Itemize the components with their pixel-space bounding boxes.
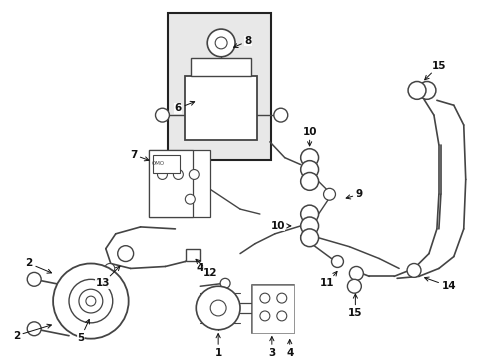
Circle shape [155, 108, 169, 122]
Circle shape [407, 81, 425, 99]
Text: 15: 15 [347, 294, 362, 318]
Circle shape [207, 29, 235, 57]
Text: 7: 7 [130, 150, 148, 161]
Circle shape [69, 279, 113, 323]
Circle shape [196, 286, 240, 330]
Circle shape [118, 246, 133, 261]
Text: 3: 3 [268, 337, 275, 357]
Bar [186, 249, 200, 261]
Circle shape [104, 264, 115, 273]
Circle shape [276, 311, 286, 321]
Text: 14: 14 [424, 277, 455, 291]
Text: 4: 4 [285, 339, 293, 357]
Circle shape [189, 170, 199, 179]
Text: 4: 4 [196, 264, 210, 276]
Text: 2: 2 [13, 324, 51, 341]
Text: 10: 10 [270, 221, 290, 231]
Circle shape [220, 278, 230, 288]
Circle shape [300, 172, 318, 190]
Bar [191, 58, 250, 76]
Bar [251, 285, 293, 333]
Circle shape [53, 264, 128, 339]
Circle shape [300, 217, 318, 235]
Circle shape [417, 81, 435, 99]
Circle shape [86, 296, 96, 306]
Text: 8: 8 [233, 36, 251, 48]
Circle shape [157, 170, 167, 179]
Circle shape [79, 289, 102, 313]
Circle shape [323, 188, 335, 200]
Text: 12: 12 [196, 259, 217, 278]
Circle shape [27, 322, 41, 336]
Text: 1: 1 [214, 334, 222, 357]
Circle shape [349, 266, 363, 280]
Circle shape [215, 37, 226, 49]
Circle shape [300, 161, 318, 179]
Circle shape [210, 300, 225, 316]
Bar [251, 285, 293, 333]
Circle shape [276, 293, 286, 303]
Text: 15: 15 [424, 61, 445, 80]
Circle shape [185, 194, 195, 204]
Circle shape [173, 170, 183, 179]
Circle shape [260, 311, 269, 321]
Circle shape [260, 293, 269, 303]
Circle shape [253, 309, 262, 317]
Text: 5: 5 [77, 319, 89, 343]
Text: OMO: OMO [152, 161, 165, 166]
Circle shape [220, 292, 230, 302]
Text: 10: 10 [302, 127, 316, 146]
Circle shape [253, 299, 262, 307]
Text: 9: 9 [346, 189, 362, 199]
Text: 11: 11 [320, 271, 336, 288]
Circle shape [406, 264, 420, 277]
Circle shape [273, 108, 287, 122]
Circle shape [300, 149, 318, 167]
Text: 6: 6 [174, 101, 194, 113]
Bar [152, 155, 180, 172]
Text: 2: 2 [25, 258, 51, 273]
Circle shape [27, 273, 41, 286]
Circle shape [346, 279, 361, 293]
Bar [148, 150, 193, 217]
Bar [148, 150, 210, 217]
Bar [185, 76, 256, 140]
Circle shape [300, 229, 318, 247]
Text: 13: 13 [95, 266, 120, 288]
Circle shape [331, 256, 343, 267]
Circle shape [300, 205, 318, 223]
Bar [168, 13, 270, 159]
